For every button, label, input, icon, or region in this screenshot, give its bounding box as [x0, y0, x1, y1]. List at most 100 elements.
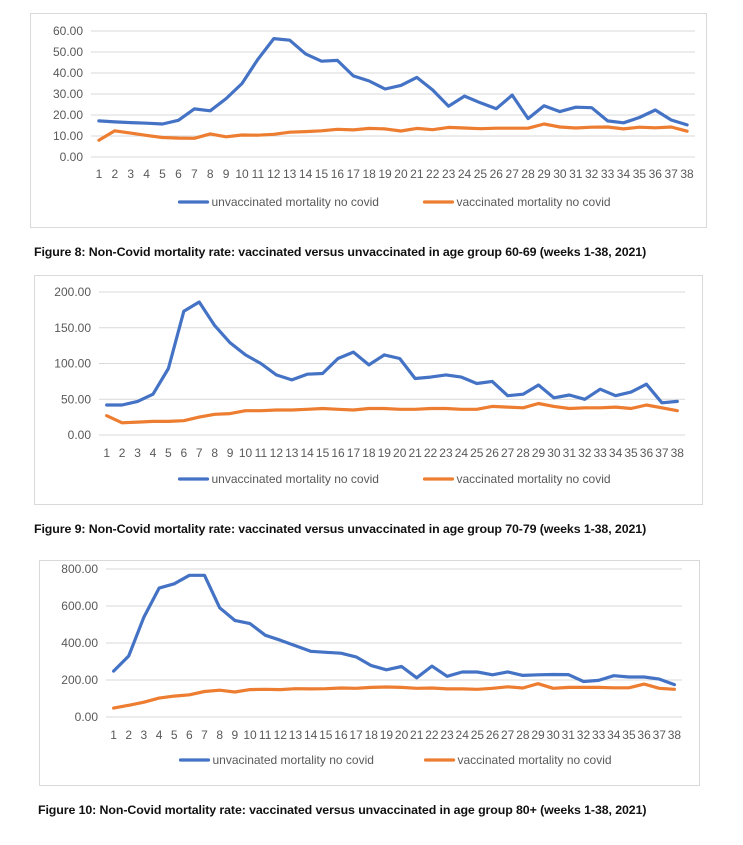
x-tick-label: 20 — [394, 167, 408, 181]
x-tick-label: 35 — [624, 446, 638, 460]
x-tick-label: 37 — [653, 728, 667, 742]
x-tick-label: 26 — [486, 446, 500, 460]
legend-label-vaccinated: vaccinated mortality no covid — [457, 472, 611, 486]
x-tick-label: 24 — [455, 446, 469, 460]
x-tick-label: 22 — [426, 167, 440, 181]
y-tick-label: 800.00 — [61, 562, 98, 576]
x-tick-label: 9 — [231, 728, 238, 742]
x-tick-label: 12 — [270, 446, 284, 460]
x-tick-label: 18 — [362, 167, 376, 181]
x-tick-label: 3 — [141, 728, 148, 742]
figure-8-caption: Figure 8: Non-Covid mortality rate: vacc… — [34, 245, 647, 259]
x-tick-label: 37 — [664, 167, 678, 181]
x-tick-label: 8 — [216, 728, 223, 742]
y-tick-label: 600.00 — [61, 599, 98, 613]
x-tick-label: 19 — [380, 728, 394, 742]
x-tick-label: 13 — [285, 446, 299, 460]
y-tick-label: 0.00 — [60, 150, 84, 164]
figure-10-caption: Figure 10: Non-Covid mortality rate: vac… — [38, 803, 647, 817]
x-tick-label: 5 — [171, 728, 178, 742]
x-tick-label: 20 — [393, 446, 407, 460]
x-tick-label: 24 — [456, 728, 470, 742]
x-tick-label: 8 — [211, 446, 218, 460]
x-tick-label: 35 — [633, 167, 647, 181]
x-tick-label: 2 — [119, 446, 126, 460]
x-tick-label: 30 — [547, 446, 561, 460]
y-tick-label: 50.00 — [53, 45, 83, 59]
x-tick-label: 26 — [486, 728, 500, 742]
x-tick-label: 2 — [111, 167, 118, 181]
x-tick-label: 28 — [521, 167, 535, 181]
x-tick-label: 15 — [316, 446, 330, 460]
series-line-vaccinated — [97, 122, 689, 142]
x-tick-label: 16 — [334, 728, 348, 742]
x-tick-label: 32 — [585, 167, 599, 181]
series-line-vaccinated — [111, 682, 677, 710]
x-tick-label: 30 — [546, 728, 560, 742]
x-tick-label: 4 — [143, 167, 150, 181]
y-tick-label: 20.00 — [53, 108, 83, 122]
legend-label-unvaccinated: unvaccinated mortality no covid — [212, 472, 379, 486]
y-tick-label: 150.00 — [54, 321, 91, 335]
series-line-vaccinated — [105, 401, 679, 425]
x-tick-label: 34 — [609, 446, 623, 460]
x-tick-label: 33 — [594, 446, 608, 460]
x-tick-label: 34 — [607, 728, 621, 742]
x-tick-label: 14 — [299, 167, 313, 181]
x-tick-label: 5 — [159, 167, 166, 181]
figure-9-chart: 0.00 50.00 100.00 150.00 200.00 1 2 3 4 5 6 7 8 9 10 11… — [34, 275, 703, 505]
x-tick-label: 14 — [301, 446, 315, 460]
y-tick-label: 200.00 — [54, 285, 91, 299]
x-tick-label: 6 — [180, 446, 187, 460]
x-tick-label: 31 — [562, 728, 576, 742]
series-line-unvaccinated — [97, 37, 689, 127]
series-line-unvaccinated — [111, 573, 677, 687]
x-tick-label: 18 — [365, 728, 379, 742]
x-tick-label: 13 — [283, 167, 297, 181]
x-tick-label: 14 — [304, 728, 318, 742]
x-tick-label: 38 — [668, 728, 682, 742]
y-tick-label: 30.00 — [53, 87, 83, 101]
x-tick-label: 17 — [349, 728, 363, 742]
x-tick-label: 38 — [671, 446, 685, 460]
legend-label-unvaccinated: unvaccinated mortality no covid — [212, 195, 379, 209]
x-tick-label: 35 — [622, 728, 636, 742]
x-tick-label: 8 — [207, 167, 214, 181]
y-tick-label: 200.00 — [61, 673, 98, 687]
y-tick-label: 0.00 — [75, 710, 99, 724]
x-tick-label: 5 — [165, 446, 172, 460]
x-tick-label: 27 — [501, 728, 515, 742]
y-tick-label: 50.00 — [61, 392, 91, 406]
x-tick-label: 16 — [331, 167, 345, 181]
x-tick-label: 32 — [578, 446, 592, 460]
x-tick-label: 1 — [110, 728, 117, 742]
series-line-unvaccinated — [105, 300, 679, 407]
x-tick-label: 30 — [553, 167, 567, 181]
x-tick-label: 11 — [255, 446, 268, 460]
x-tick-label: 34 — [617, 167, 631, 181]
legend-label-vaccinated: vaccinated mortality no covid — [457, 195, 611, 209]
figure-8-chart: 0.00 10.00 20.00 30.00 40.00 50.00 60.00 1 2 3 4 5 6… — [30, 13, 707, 228]
x-tick-label: 7 — [196, 446, 203, 460]
x-tick-label: 28 — [516, 446, 530, 460]
y-tick-label: 40.00 — [53, 66, 83, 80]
x-tick-label: 29 — [537, 167, 551, 181]
x-tick-label: 7 — [191, 167, 198, 181]
x-tick-label: 9 — [223, 167, 230, 181]
x-tick-label: 19 — [378, 167, 392, 181]
x-tick-label: 26 — [490, 167, 504, 181]
x-tick-label: 36 — [640, 446, 654, 460]
x-tick-label: 27 — [501, 446, 515, 460]
x-tick-label: 3 — [127, 167, 134, 181]
figure-10-chart: 0.00 200.00 400.00 600.00 800.00 1 2 3 4 5 6 7 8 9 10 1… — [39, 560, 700, 786]
x-tick-label: 21 — [410, 167, 424, 181]
x-tick-label: 10 — [243, 728, 257, 742]
x-tick-label: 23 — [440, 728, 454, 742]
x-tick-label: 21 — [410, 728, 424, 742]
x-tick-label: 22 — [425, 728, 439, 742]
x-tick-label: 31 — [563, 446, 577, 460]
y-tick-label: 0.00 — [68, 428, 92, 442]
